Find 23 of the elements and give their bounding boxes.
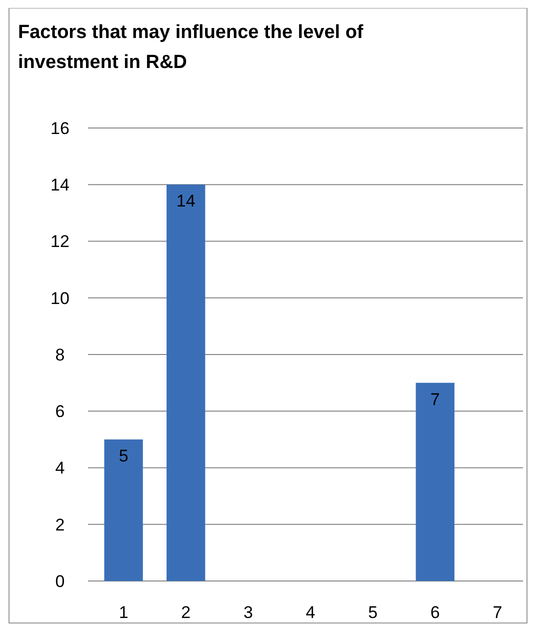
y-tick-label: 14 [50, 176, 70, 195]
y-tick-label: 0 [55, 572, 65, 591]
data-label: 14 [176, 192, 196, 211]
y-tick-label: 4 [55, 458, 65, 478]
x-tick-label: 2 [181, 603, 191, 622]
y-tick-label: 2 [55, 515, 65, 534]
x-tick-label: 3 [243, 603, 253, 622]
y-tick-label: 8 [55, 345, 65, 364]
y-tick-label: 16 [50, 118, 70, 138]
x-tick-label: 6 [430, 603, 440, 622]
bar [104, 439, 143, 581]
y-tick-label: 6 [55, 402, 65, 422]
y-tick-label: 10 [50, 288, 70, 308]
data-label: 7 [430, 390, 440, 409]
bar [166, 184, 206, 581]
data-label: 5 [118, 446, 128, 466]
chart-title: Factors that may influence the level of investment in R&D [18, 22, 364, 73]
x-tick-label: 7 [492, 603, 502, 622]
bar [416, 382, 454, 581]
y-tick-label: 12 [50, 232, 70, 252]
x-tick-label: 4 [306, 603, 316, 622]
x-tick-label: 1 [118, 603, 128, 622]
x-tick-label: 5 [368, 603, 378, 622]
